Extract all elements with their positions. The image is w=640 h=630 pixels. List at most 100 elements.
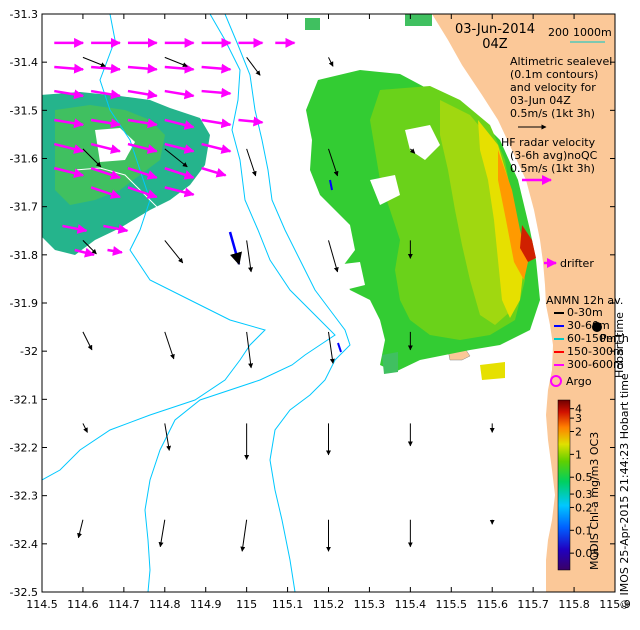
hf-radar-arrow	[164, 186, 195, 198]
perth-label: Perth	[600, 332, 629, 345]
altimetry-arrow	[246, 240, 253, 273]
y-tick-label: -31.9	[10, 297, 38, 310]
x-tick-label: 114.7	[108, 598, 140, 611]
hf-legend-line-3: 0.5m/s (1kt 3h)	[510, 162, 595, 175]
anmn-arrows	[228, 179, 342, 353]
hf-radar-arrow	[53, 166, 85, 179]
colorbar-tick-label: 0.05	[575, 547, 600, 560]
altimetry-arrow	[82, 56, 106, 67]
altimetry-arrow	[164, 423, 172, 451]
altimetry-arrow	[246, 148, 257, 177]
altimetry-arrow	[82, 148, 102, 168]
x-tick-label: 114.5	[26, 598, 58, 611]
alt-legend-line-3: and velocity for	[510, 81, 596, 94]
hf-radar-arrow	[201, 166, 227, 178]
x-tick-label: 114.6	[67, 598, 99, 611]
altimetry-arrow	[82, 423, 88, 433]
hf-radar-arrow	[201, 87, 232, 98]
altimetry-arrow	[246, 57, 261, 76]
hf-radar-arrow	[54, 89, 85, 100]
hf-radar-arrow	[103, 224, 129, 234]
colorbar-tick-label: 1	[575, 448, 582, 461]
hf-radar-arrow	[90, 89, 121, 100]
y-tick-label: -32.1	[10, 393, 38, 406]
hf-radar-arrow	[53, 142, 85, 154]
hf-radar-arrow	[201, 142, 232, 154]
y-tick-label: -32.4	[10, 538, 38, 551]
x-tick-label: 115.6	[476, 598, 508, 611]
hf-radar-arrow	[201, 118, 232, 129]
colorbar-tick-label: 4	[575, 403, 582, 416]
colorbar-tick-label: 0.3	[575, 488, 593, 501]
x-tick-label: 115.8	[558, 598, 590, 611]
altimetry-arrow	[164, 331, 175, 360]
anmn-legend-label: 0-30m	[567, 306, 603, 319]
hf-radar-arrow	[90, 118, 121, 129]
hf-radar-arrow	[164, 118, 195, 130]
hf-radar-arrow	[90, 142, 121, 154]
colorbar	[557, 399, 571, 571]
altimetry-arrow	[409, 148, 416, 154]
colorbar-label: MODIS Chl-a mg/m3 OC3	[588, 432, 601, 570]
anmn-legend: ANMN 12h av. 0-30m30-60m60-150m150-300m3…	[546, 294, 624, 371]
hf-legend-line-1: HF radar velocity	[501, 136, 596, 149]
drifter-legend-label: drifter	[560, 257, 594, 270]
altimetry-arrow	[82, 331, 93, 351]
x-tick-label: 115	[236, 598, 257, 611]
hf-radar-arrow	[107, 246, 123, 256]
y-tick-label: -31.5	[10, 104, 38, 117]
hf-radar-arrow	[201, 63, 232, 74]
x-tick-label: 115.9	[599, 598, 631, 611]
hf-radar-arrow	[62, 224, 88, 234]
hf-radar-arrow	[90, 166, 121, 180]
hf-radar-arrow	[164, 142, 195, 154]
argo-label: Argo	[566, 375, 592, 388]
y-tick-label: -31.7	[10, 201, 38, 214]
y-tick-label: -32	[20, 345, 38, 358]
hf-radar-arrow	[127, 142, 158, 154]
y-axis: -31.3 -31.4 -31.5 -31.6 -31.7 -31.8 -31.9 -32 -3…	[10, 8, 615, 599]
x-tick-label: 115.7	[517, 598, 549, 611]
anmn-legend-label: 30-60m	[567, 319, 610, 332]
scale-label-1000: 1000m	[573, 26, 612, 39]
anmn-legend-label: 150-300m	[567, 345, 624, 358]
hf-radar-arrow	[91, 63, 121, 74]
hf-radar-arrow	[238, 116, 264, 127]
x-tick-label: 115.5	[436, 598, 468, 611]
title-time: 04Z	[482, 37, 508, 52]
y-tick-label: -32.3	[10, 490, 38, 503]
hf-radar-arrow	[127, 118, 158, 129]
altimetry-arrow	[328, 240, 339, 273]
colorbar-tick-label: 0.1	[575, 524, 593, 537]
hf-radar-arrow	[164, 89, 195, 100]
hf-radar-arrow	[74, 247, 95, 258]
y-tick-label: -32.2	[10, 442, 38, 455]
altimetry-arrow	[164, 148, 188, 168]
hf-radar-arrow	[54, 118, 85, 129]
y-tick-label: -31.6	[10, 153, 38, 166]
hf-radar-vectors	[53, 37, 296, 258]
x-axis: 114.5 114.6 114.7 114.8 114.9 115 115.1 115.2 11…	[26, 14, 631, 611]
argo-marker	[550, 375, 562, 387]
altimetry-arrow	[246, 331, 254, 369]
scale-label-200: 200	[548, 26, 569, 39]
hf-radar-arrow	[164, 63, 195, 74]
altimetry-arrow	[164, 56, 188, 67]
credit-text: © IMOS 25-Apr-2015 21:44:23 Hobart time	[618, 373, 631, 610]
hf-radar-arrow	[54, 63, 85, 74]
hf-radar-arrow	[127, 89, 158, 100]
altimetry-arrow	[328, 148, 339, 177]
hf-radar-arrow	[127, 186, 158, 199]
altimetry-arrow	[77, 519, 84, 539]
hf-radar-arrow	[127, 63, 158, 74]
altimetry-arrow	[328, 57, 334, 67]
drifter-track	[74, 167, 166, 216]
colorbar-tick-label: 3	[575, 412, 582, 425]
x-tick-label: 115.1	[272, 598, 304, 611]
y-tick-label: -31.4	[10, 56, 38, 69]
y-tick-label: -32.5	[10, 586, 38, 599]
x-tick-label: 114.8	[149, 598, 181, 611]
hf-radar-arrow	[90, 186, 121, 199]
colorbar-tick-label: 0.2	[575, 501, 593, 514]
